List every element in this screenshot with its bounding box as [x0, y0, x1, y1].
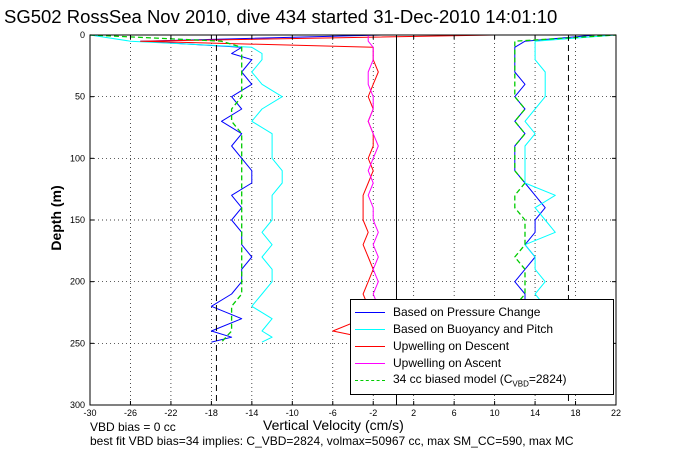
legend-item-descent: Upwelling on Descent: [355, 338, 509, 354]
series-line: [89, 34, 243, 343]
y-tick-label: 300: [70, 400, 85, 410]
legend-swatch-buoyancy: [355, 328, 385, 330]
y-axis-label: Depth (m): [48, 185, 64, 251]
x-axis-label: Vertical Velocity (cm/s): [263, 417, 404, 433]
x-tick-label: -10: [286, 408, 299, 418]
x-tick-label: -26: [124, 408, 137, 418]
legend-label-ascent: Upwelling on Ascent: [393, 356, 502, 370]
x-tick-label: -18: [205, 408, 218, 418]
plot-frame: [89, 34, 617, 406]
legend-swatch-model: [355, 379, 385, 381]
series-line: [514, 34, 617, 343]
y-tick-label: 50: [75, 92, 85, 102]
x-tick-label: -14: [245, 408, 258, 418]
y-tick-label: 200: [70, 277, 85, 287]
vbd-bias-note: VBD bias = 0 cc: [90, 420, 176, 434]
series-line: [514, 34, 596, 343]
legend-item-ascent: Upwelling on Ascent: [355, 355, 501, 371]
x-tick-label: 22: [611, 408, 621, 418]
legend-item-buoyancy: Based on Buoyancy and Pitch: [355, 321, 553, 337]
y-tick-label: 100: [70, 153, 85, 163]
series-line: [89, 34, 283, 343]
best-fit-note: best fit VBD bias=34 implies: C_VBD=2824…: [90, 434, 574, 448]
series-line: [524, 34, 617, 343]
x-tick-label: 14: [530, 408, 540, 418]
x-tick-label: -22: [164, 408, 177, 418]
x-tick-label: -6: [329, 408, 337, 418]
x-tick-label: 6: [452, 408, 457, 418]
legend-swatch-pressure: [355, 311, 385, 313]
y-tick-label: 150: [70, 215, 85, 225]
x-tick-label: 2: [411, 408, 416, 418]
series-line: [140, 34, 384, 343]
chart-title: SG502 RossSea Nov 2010, dive 434 started…: [4, 6, 558, 27]
legend-label-descent: Upwelling on Descent: [393, 339, 510, 353]
x-tick-label: 18: [571, 408, 581, 418]
x-tick-label: -2: [369, 408, 377, 418]
series-layer: [89, 34, 617, 343]
legend-swatch-ascent: [355, 362, 385, 364]
legend-label-pressure: Based on Pressure Change: [393, 305, 541, 319]
y-tick-label: 250: [70, 338, 85, 348]
legend-swatch-descent: [355, 345, 385, 347]
x-tick-label: -30: [83, 408, 96, 418]
legend-label-model: 34 cc biased model (CVBD=2824): [393, 371, 567, 389]
axes: -30 -26 -22 -18 -14 -10 -6 -2 2 6 10 14 18 2205010015…: [70, 30, 621, 418]
legend-item-pressure: Based on Pressure Change: [355, 304, 540, 320]
y-tick-label: 0: [80, 30, 85, 40]
legend-label-buoyancy: Based on Buoyancy and Pitch: [393, 322, 554, 336]
series-line: [362, 35, 379, 343]
legend: Based on Pressure Change Based on Buoyan…: [350, 299, 614, 395]
legend-item-model: 34 cc biased model (CVBD=2824): [355, 372, 567, 388]
x-tick-label: 10: [490, 408, 500, 418]
series-line: [140, 34, 495, 343]
